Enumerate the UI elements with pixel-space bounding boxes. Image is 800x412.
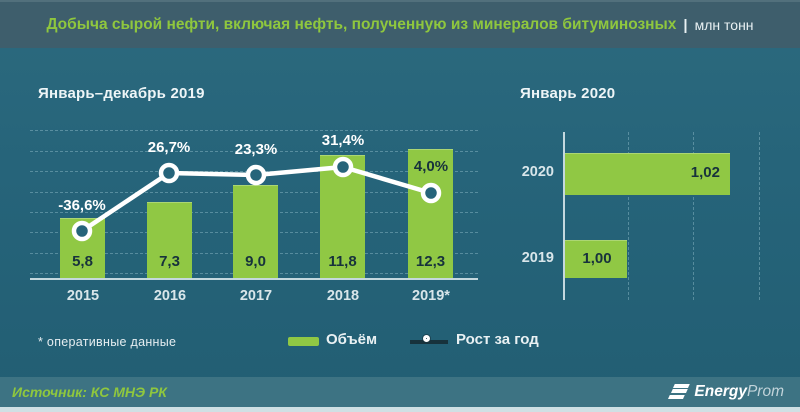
volume-bar-2017 bbox=[233, 185, 278, 278]
right-chart-title: Январь 2020 bbox=[520, 85, 616, 102]
x-tick-2019: 2019* bbox=[412, 288, 450, 304]
logo-text-light: Prom bbox=[746, 383, 784, 400]
unit-label: млн тонн bbox=[694, 17, 754, 33]
bar-value-label: 11,8 bbox=[328, 253, 357, 270]
bar-value-label: 7,3 bbox=[159, 253, 180, 270]
gridline bbox=[693, 132, 694, 300]
volume-bar-2019 bbox=[408, 149, 453, 278]
legend-growth-label: Рост за год bbox=[456, 331, 539, 348]
legend-circle-marker bbox=[423, 335, 430, 342]
bottom-edge-strip bbox=[0, 407, 800, 412]
growth-marker-2017 bbox=[245, 164, 267, 186]
footnote: * оперативные данные bbox=[38, 335, 177, 349]
x-tick-2017: 2017 bbox=[239, 288, 273, 304]
left-chart-title: Январь–декабрь 2019 bbox=[38, 85, 205, 102]
growth-marker-2016 bbox=[158, 162, 180, 184]
logo-text-bold: Energy bbox=[694, 383, 747, 400]
hbar-2019 bbox=[565, 240, 627, 278]
growth-label-2019: 4,0% bbox=[413, 158, 449, 175]
bar-value-label: 9,0 bbox=[245, 253, 266, 270]
page-title: Добыча сырой нефти, включая нефть, получ… bbox=[46, 16, 677, 33]
gridline bbox=[628, 132, 629, 300]
growth-marker-2015 bbox=[71, 220, 93, 242]
source-label: Источник: КС МНЭ РК bbox=[12, 384, 167, 400]
x-tick-2015: 2015 bbox=[66, 288, 100, 304]
footer-bar: Источник: КС МНЭ РК Energy Prom bbox=[0, 377, 800, 407]
hbar-2020 bbox=[565, 153, 730, 195]
legend-volume-label: Объём bbox=[326, 331, 378, 348]
growth-label-2015: -36,6% bbox=[58, 197, 106, 214]
legend-line-segment bbox=[410, 340, 448, 344]
growth-line-chart bbox=[71, 156, 442, 242]
growth-label-2018: 31,4% bbox=[321, 132, 365, 149]
x-tick-2018: 2018 bbox=[326, 288, 360, 304]
legend-volume-swatch bbox=[288, 337, 319, 346]
legend-growth-marker bbox=[410, 335, 448, 348]
growth-marker-2018 bbox=[332, 156, 354, 178]
volume-bar-2016 bbox=[147, 202, 192, 278]
energyprom-logo-icon bbox=[668, 383, 691, 401]
growth-label-2017: 23,3% bbox=[234, 141, 278, 158]
growth-marker-2019 bbox=[420, 182, 442, 204]
hbar-value-2019: 1,00 bbox=[582, 250, 612, 267]
energyprom-logo: Energy Prom bbox=[668, 377, 784, 407]
hbar-value-2020: 1,02 bbox=[690, 164, 720, 181]
y-tick-2019: 2019 bbox=[521, 250, 554, 266]
gridline bbox=[30, 151, 478, 152]
header-bar: Добыча сырой нефти, включая нефть, получ… bbox=[0, 0, 800, 48]
x-tick-2016: 2016 bbox=[153, 288, 187, 304]
y-tick-2020: 2020 bbox=[521, 164, 554, 180]
x-axis bbox=[30, 278, 478, 280]
bar-value-label: 5,8 bbox=[72, 253, 93, 270]
bar-value-label: 12,3 bbox=[415, 253, 446, 270]
y-axis-right-chart bbox=[563, 132, 565, 300]
gridline bbox=[30, 130, 478, 131]
growth-label-2016: 26,7% bbox=[147, 139, 191, 156]
gridline bbox=[759, 132, 760, 300]
title-separator: | bbox=[683, 16, 688, 34]
